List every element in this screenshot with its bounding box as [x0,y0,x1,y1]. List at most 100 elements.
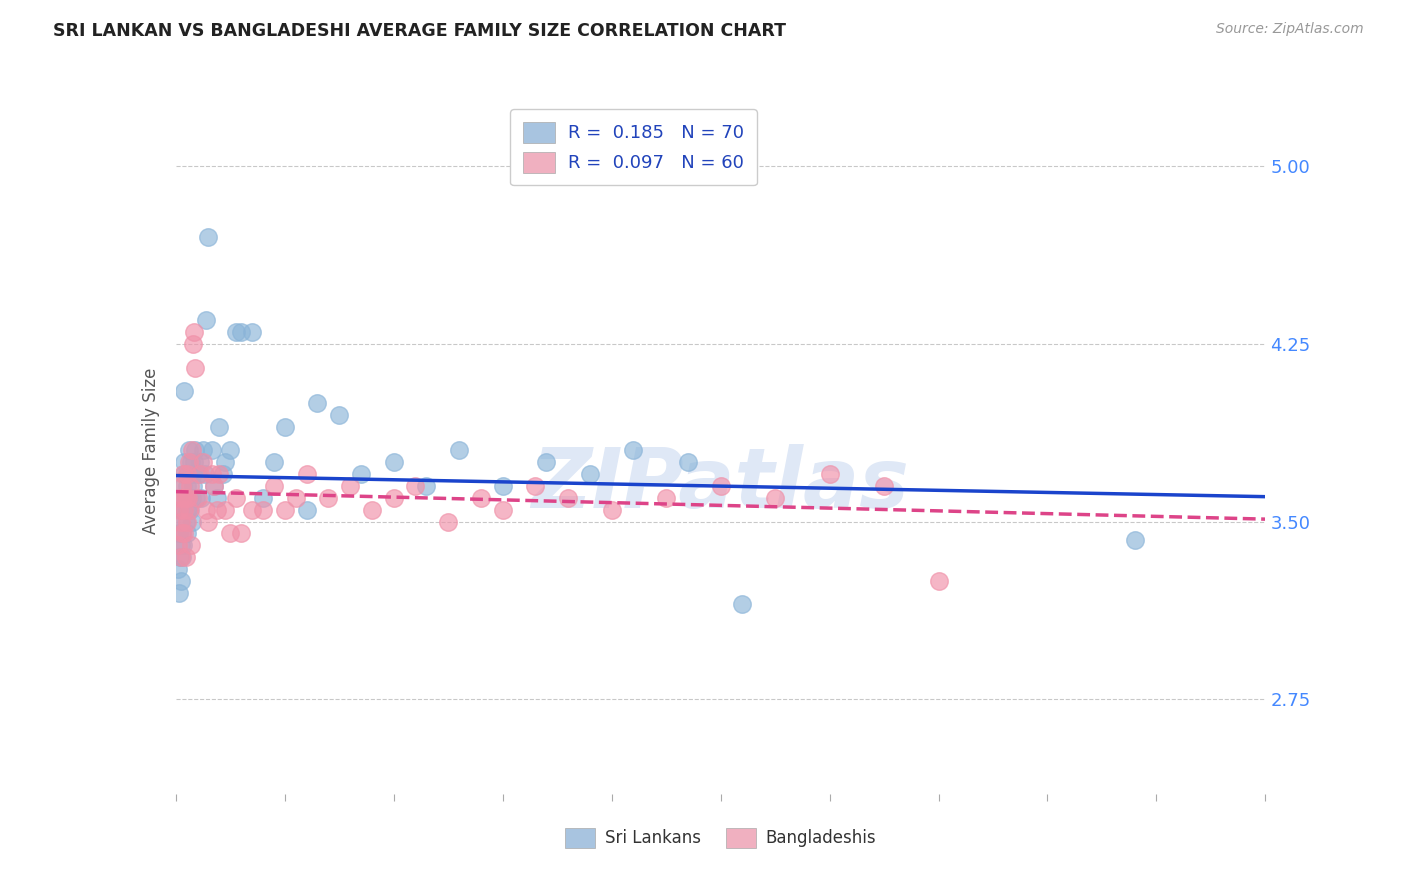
Point [263,455,285,469]
Point [186,467,209,482]
Point [167,502,190,516]
Point [339,479,361,493]
Point [191,443,214,458]
Point [181,337,204,351]
Point [191,455,214,469]
Point [295,502,318,516]
Point [360,502,382,516]
Point [173,455,195,469]
Point [205,502,228,516]
Point [183,455,205,469]
Point [172,538,194,552]
Point [214,502,236,516]
Point [621,443,644,458]
Point [190,491,212,505]
Point [447,443,470,458]
Point [284,491,307,505]
Point [710,479,733,493]
Point [172,526,194,541]
Point [195,502,218,516]
Point [177,491,200,505]
Point [415,479,437,493]
Point [170,515,193,529]
Point [184,360,207,375]
Point [274,419,297,434]
Point [181,515,204,529]
Point [201,467,224,482]
Point [225,491,247,505]
Point [492,479,515,493]
Point [274,502,297,516]
Point [219,526,242,541]
Point [179,479,201,493]
Point [818,467,841,482]
Point [170,574,193,588]
Text: ZIPatlas: ZIPatlas [531,444,910,525]
Point [173,526,195,541]
Point [174,549,197,564]
Point [350,467,373,482]
Point [176,515,198,529]
Point [177,491,200,505]
Y-axis label: Average Family Size: Average Family Size [142,368,160,533]
Point [231,526,253,541]
Point [173,467,195,482]
Point [328,408,350,422]
Point [534,455,557,469]
Point [382,455,405,469]
Point [180,455,202,469]
Point [174,491,197,505]
Point [177,467,200,482]
Point [437,515,460,529]
Point [219,443,242,458]
Point [676,455,699,469]
Point [172,491,194,505]
Point [252,502,274,516]
Point [405,479,427,493]
Point [176,479,198,493]
Point [172,491,194,505]
Point [177,455,200,469]
Text: SRI LANKAN VS BANGLADESHI AVERAGE FAMILY SIZE CORRELATION CHART: SRI LANKAN VS BANGLADESHI AVERAGE FAMILY… [53,22,786,40]
Point [470,491,492,505]
Point [600,502,623,516]
Point [167,585,190,599]
Point [225,325,247,339]
Point [173,502,195,516]
Point [176,502,198,516]
Point [231,325,253,339]
Point [174,491,197,505]
Point [174,515,197,529]
Point [197,230,219,244]
Point [208,467,231,482]
Point [186,491,209,505]
Point [318,491,340,505]
Legend: Sri Lankans, Bangladeshis: Sri Lankans, Bangladeshis [558,822,883,855]
Point [179,467,201,482]
Point [170,549,193,564]
Point [579,467,602,482]
Point [172,526,194,541]
Point [240,325,263,339]
Point [195,313,218,327]
Point [179,502,201,516]
Point [492,502,515,516]
Point [194,467,217,482]
Point [177,443,200,458]
Point [655,491,678,505]
Point [205,491,228,505]
Point [524,479,547,493]
Point [928,574,950,588]
Point [167,562,190,576]
Point [172,479,194,493]
Point [167,526,190,541]
Point [172,467,194,482]
Point [184,443,207,458]
Point [173,384,195,399]
Point [172,479,194,493]
Point [214,455,236,469]
Point [169,515,191,529]
Point [202,479,225,493]
Point [202,479,225,493]
Point [181,479,204,493]
